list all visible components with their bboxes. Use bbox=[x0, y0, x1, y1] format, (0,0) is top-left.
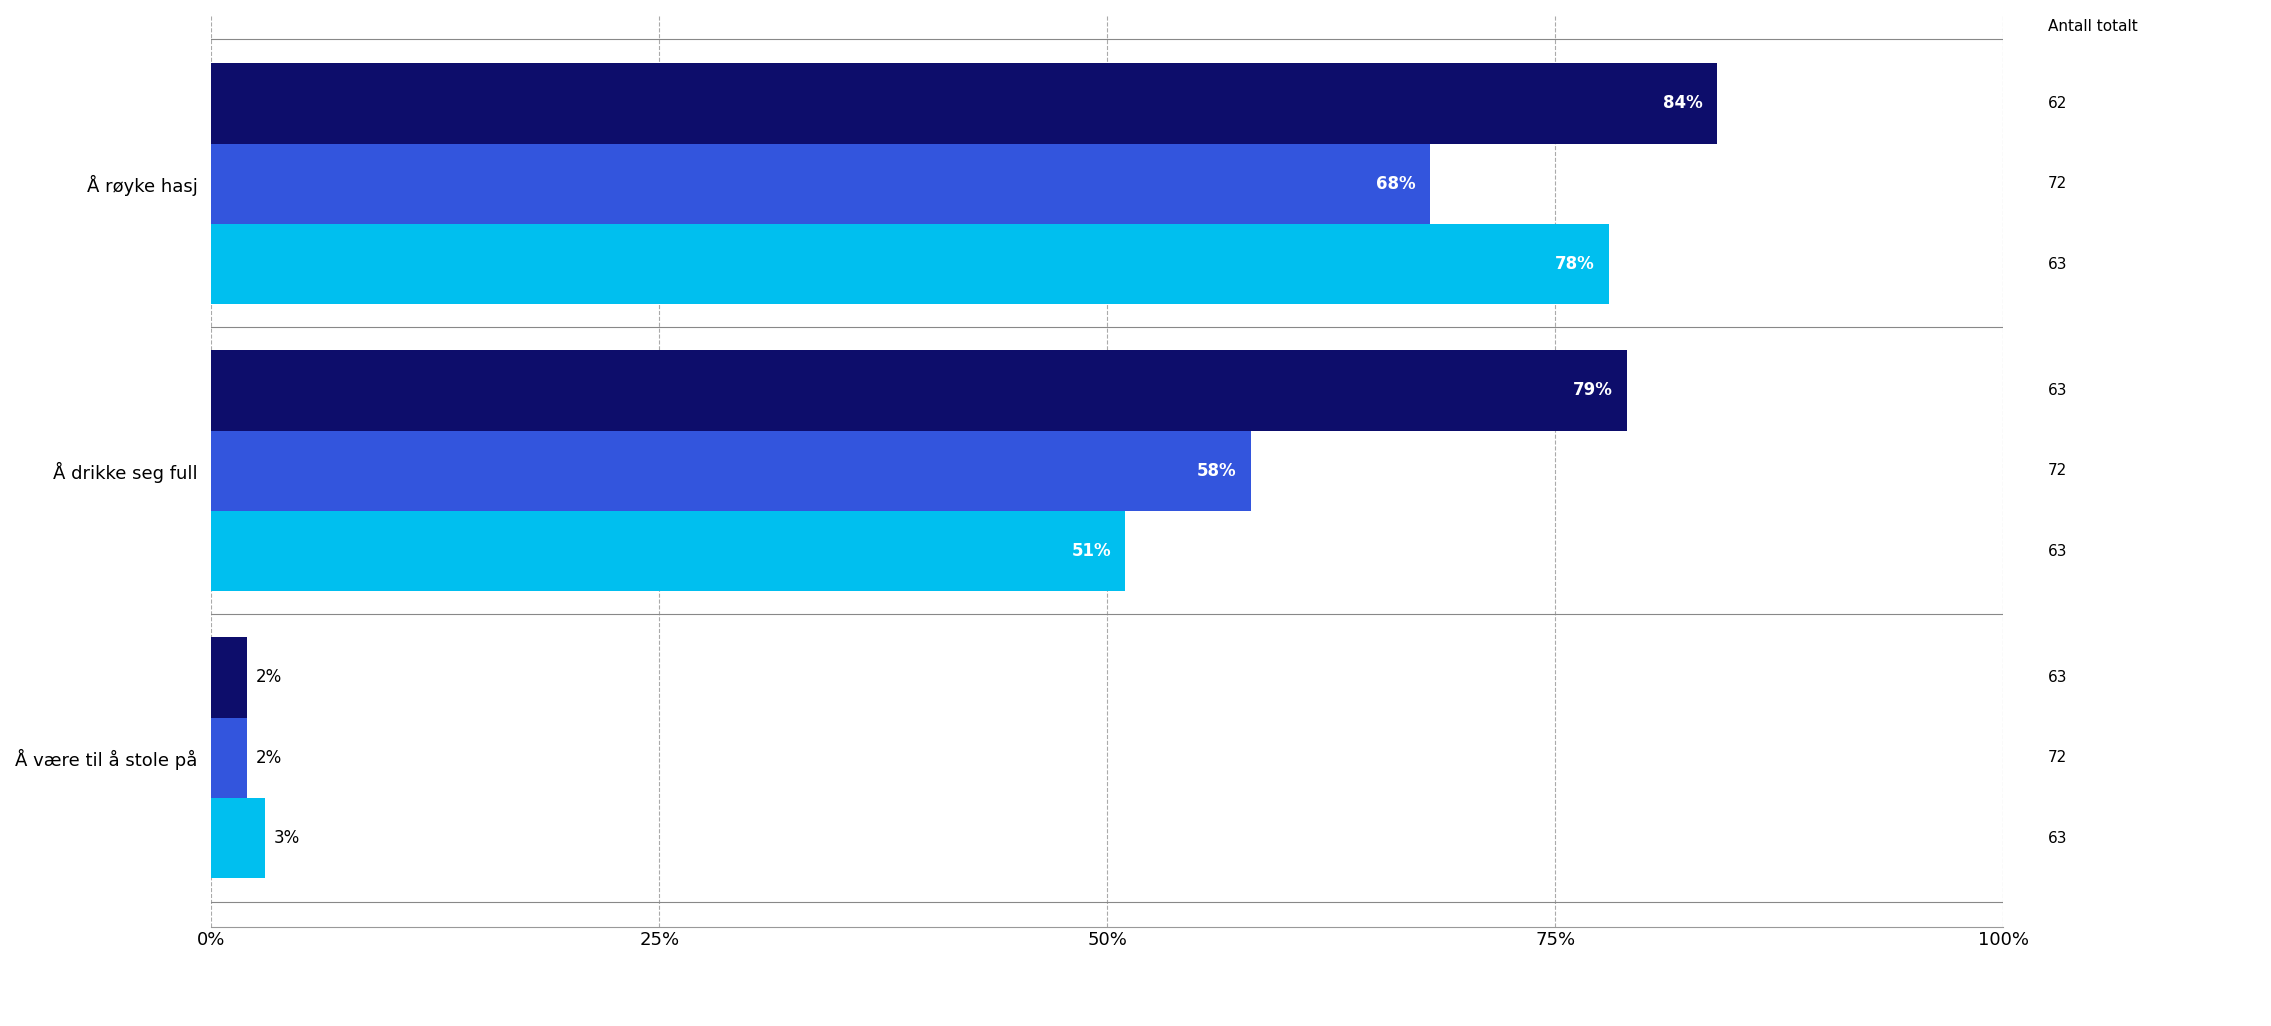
Text: 63: 63 bbox=[2048, 670, 2067, 685]
Text: 2%: 2% bbox=[257, 749, 282, 766]
Text: 63: 63 bbox=[2048, 256, 2067, 272]
Text: 63: 63 bbox=[2048, 544, 2067, 558]
Text: 72: 72 bbox=[2048, 176, 2067, 191]
Text: 72: 72 bbox=[2048, 464, 2067, 478]
Text: 63: 63 bbox=[2048, 831, 2067, 845]
Bar bbox=[211, 350, 1626, 431]
Text: 2%: 2% bbox=[257, 669, 282, 686]
Bar bbox=[211, 144, 1431, 224]
Text: 78%: 78% bbox=[1556, 255, 1594, 273]
Text: Antall totalt: Antall totalt bbox=[2048, 19, 2137, 34]
Text: 58%: 58% bbox=[1197, 462, 1235, 480]
Text: 51%: 51% bbox=[1072, 542, 1111, 560]
Bar bbox=[211, 431, 1251, 511]
Text: 72: 72 bbox=[2048, 750, 2067, 765]
Bar bbox=[211, 717, 248, 798]
Text: 63: 63 bbox=[2048, 383, 2067, 398]
Bar bbox=[211, 798, 266, 878]
Bar bbox=[211, 511, 1124, 591]
Bar bbox=[211, 224, 1610, 305]
Text: 79%: 79% bbox=[1574, 382, 1612, 399]
Bar bbox=[211, 64, 1717, 144]
Text: 62: 62 bbox=[2048, 95, 2067, 111]
Text: 84%: 84% bbox=[1662, 94, 1703, 113]
Text: 3%: 3% bbox=[275, 829, 300, 847]
Text: 68%: 68% bbox=[1376, 174, 1415, 193]
Bar bbox=[211, 637, 248, 717]
